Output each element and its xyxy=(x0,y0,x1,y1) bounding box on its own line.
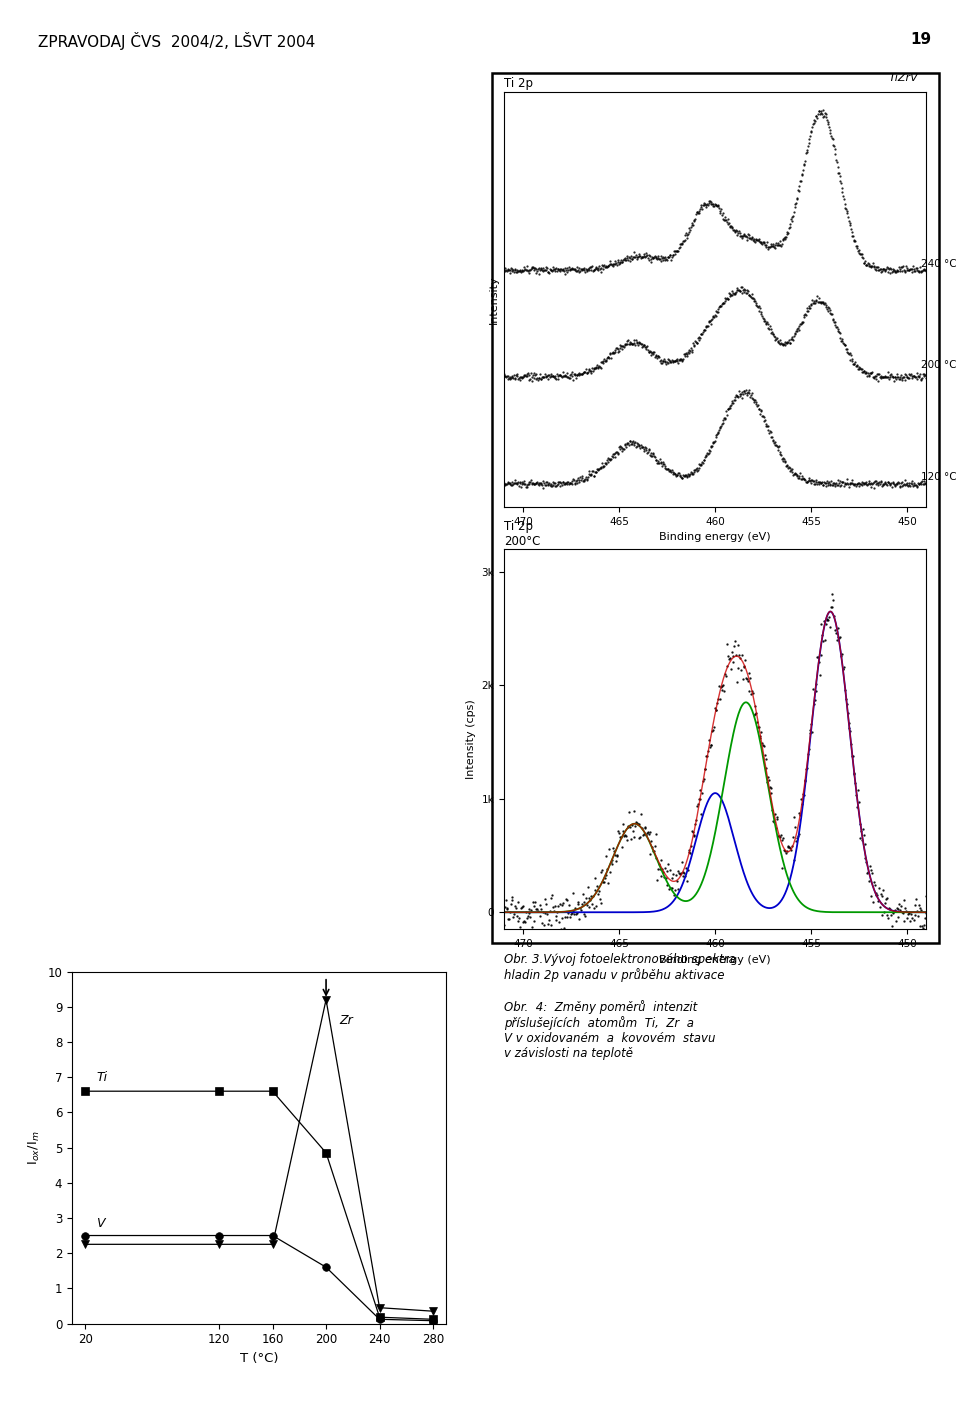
Text: 120 °C: 120 °C xyxy=(921,473,956,483)
Y-axis label: Intensity (cps): Intensity (cps) xyxy=(466,700,476,779)
Text: Ti 2p: Ti 2p xyxy=(504,77,533,90)
Text: Obr.  4:  Změny poměrů  intenzit
příslušejících  atomům  Ti,  Zr  a
V v oxidovan: Obr. 4: Změny poměrů intenzit příslušejí… xyxy=(504,1000,715,1060)
X-axis label: Binding energy (eV): Binding energy (eV) xyxy=(660,532,771,542)
X-axis label: T (°C): T (°C) xyxy=(240,1352,278,1364)
Text: V: V xyxy=(96,1217,105,1229)
Text: ZPRAVODAJ ČVS  2004/2, LŠVT 2004: ZPRAVODAJ ČVS 2004/2, LŠVT 2004 xyxy=(38,32,316,51)
Text: Ti: Ti xyxy=(96,1070,108,1084)
X-axis label: Binding energy (eV): Binding energy (eV) xyxy=(660,955,771,964)
Text: 19: 19 xyxy=(910,32,931,48)
Text: Obr. 3.Vývoj fotoelektronového spektra
hladin 2p vanadu v průběhu aktivace: Obr. 3.Vývoj fotoelektronového spektra h… xyxy=(504,953,736,983)
Text: Zr: Zr xyxy=(340,1014,353,1028)
Y-axis label: Intensity: Intensity xyxy=(489,275,498,324)
Text: 200 °C: 200 °C xyxy=(921,359,956,369)
Y-axis label: I$_{ox}$/I$_m$: I$_{ox}$/I$_m$ xyxy=(27,1131,42,1164)
Text: Ti 2p
200°C: Ti 2p 200°C xyxy=(504,520,540,548)
Text: TiZrV: TiZrV xyxy=(888,73,918,83)
Text: 240 °C: 240 °C xyxy=(921,259,956,269)
